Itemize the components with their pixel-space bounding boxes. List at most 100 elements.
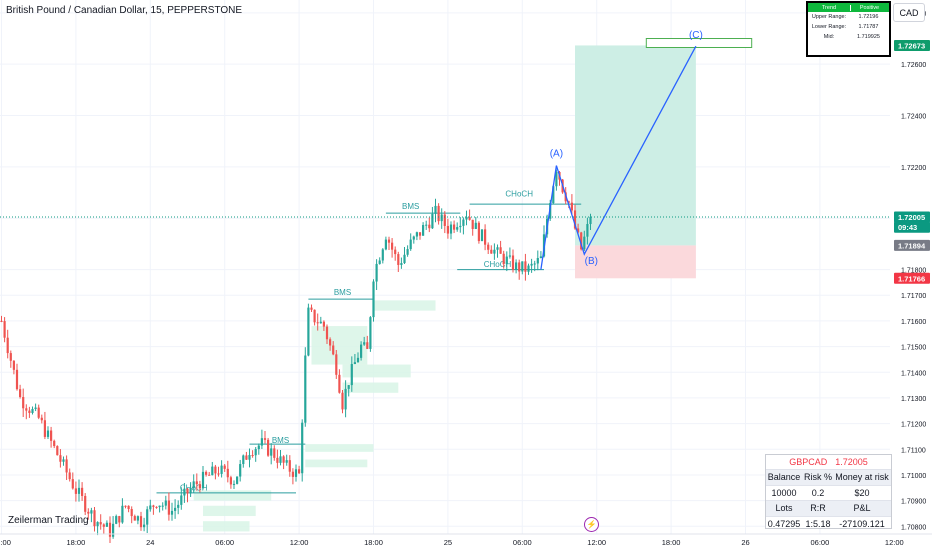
- candle-body: [288, 460, 291, 472]
- trend-row-label: Mid:: [823, 34, 835, 40]
- time-axis[interactable]: 12:00 18:00 24 06:00 12:00 18:00 25 06:00 12:00 1…: [0, 533, 932, 547]
- price-tick-label: 1.72400: [901, 114, 926, 121]
- candle-body: [496, 247, 499, 250]
- candle-body: [174, 507, 177, 511]
- candle-body: [118, 516, 121, 523]
- candle-body: [375, 263, 378, 282]
- time-tick-label: 18:00: [67, 538, 86, 547]
- time-tick-label: 18:00: [364, 538, 383, 547]
- currency-button[interactable]: CAD: [893, 3, 925, 22]
- risk-cell: 0.47295: [767, 518, 801, 529]
- candle-body: [152, 505, 155, 507]
- candle-body: [53, 440, 56, 447]
- candle-body: [99, 522, 102, 525]
- candle-body: [189, 488, 192, 494]
- candle-body: [50, 430, 53, 441]
- candle-body: [133, 516, 136, 521]
- price-tick-label: 1.71600: [901, 319, 926, 326]
- candle-body: [257, 445, 260, 450]
- time-tick-label: 18:00: [662, 538, 681, 547]
- structure-label: BMS: [334, 288, 351, 297]
- candle-body: [344, 388, 347, 410]
- candle-body: [487, 244, 490, 250]
- trend-row-value: 1.72196: [858, 14, 879, 20]
- candle-body: [46, 430, 50, 437]
- candle-body: [329, 339, 332, 346]
- candle-body: [586, 224, 589, 237]
- loss-zone: [575, 245, 696, 279]
- risk-cell: 1:5.18: [805, 518, 831, 529]
- candle-body: [12, 360, 15, 370]
- chart-grid: [0, 0, 895, 534]
- time-tick-label: 12:00: [587, 538, 606, 547]
- candle-body: [577, 228, 580, 233]
- risk-panel-symbol: GBPCAD: [789, 457, 828, 467]
- trend-row-lower: Lower Range: 1.71787: [808, 22, 889, 32]
- trend-header-label: Trend: [808, 4, 851, 11]
- candle-body: [19, 389, 22, 398]
- time-tick-label: 06:00: [215, 538, 234, 547]
- candle-body: [236, 476, 239, 484]
- candle-body: [87, 511, 90, 514]
- price-tag-label: 1.71894: [898, 241, 926, 250]
- candle-body: [508, 255, 511, 257]
- candle-body: [254, 449, 257, 456]
- candle-body: [422, 225, 425, 236]
- risk-panel-row: 10000 0.2 $20: [766, 484, 891, 501]
- candle-body: [384, 239, 387, 250]
- lightning-icon[interactable]: ⚡: [584, 517, 599, 532]
- target-box: [645, 38, 753, 48]
- price-tick-label: 1.71100: [901, 447, 926, 454]
- risk-panel-row: Lots R:R P&L: [766, 500, 891, 516]
- trend-row-label: Upper Range:: [811, 14, 847, 20]
- candle-body: [468, 217, 471, 220]
- candle-body: [149, 505, 152, 510]
- candle-body: [167, 500, 170, 515]
- wave-label: (A): [550, 149, 563, 160]
- candle-body: [301, 422, 304, 474]
- trend-header-value: Positive: [859, 4, 880, 11]
- candle-body: [77, 487, 81, 494]
- candle-body: [437, 205, 440, 222]
- candle-body: [400, 263, 403, 265]
- risk-panel-price: 1.72005: [835, 457, 868, 467]
- candle-body: [251, 455, 254, 457]
- price-axis[interactable]: 1.728001.726001.724001.722001.720001.718…: [890, 0, 932, 550]
- price-tick-label: 1.71200: [901, 422, 926, 429]
- candle-body: [201, 471, 205, 489]
- candle-body: [15, 369, 19, 390]
- candle-body: [409, 239, 412, 250]
- candle-body: [183, 488, 186, 496]
- candle-body: [263, 438, 267, 440]
- candle-body: [93, 510, 96, 527]
- time-tick-label: 26: [741, 538, 749, 547]
- candle-body: [341, 392, 344, 410]
- candle-body: [198, 484, 201, 489]
- candle-body: [378, 260, 381, 264]
- time-tick-label: 24: [146, 538, 154, 547]
- candle-body: [471, 219, 474, 229]
- candle-body: [484, 229, 487, 245]
- candle-body: [226, 468, 229, 478]
- structure-label: BMS: [272, 436, 289, 445]
- candle-body: [381, 249, 384, 261]
- candle-body: [394, 249, 397, 255]
- trend-row-value: 1.71787: [858, 24, 879, 30]
- time-tick-label: 12:00: [0, 538, 11, 547]
- candle-body: [229, 477, 232, 485]
- position-zones: [575, 38, 753, 279]
- wave-label: (C): [689, 30, 703, 41]
- candle-body: [347, 385, 350, 389]
- candle-body: [211, 466, 214, 476]
- candle-body: [555, 171, 558, 187]
- candle-body: [580, 232, 583, 250]
- price-tag-label: 1.71766: [898, 274, 925, 283]
- candle-body: [536, 258, 539, 264]
- candle-body: [6, 337, 9, 354]
- candle-body: [360, 344, 363, 358]
- candle-body: [56, 446, 59, 456]
- candle-body: [583, 236, 586, 250]
- trend-range-table: Trend Positive Upper Range: 1.72196 Lowe…: [806, 1, 891, 57]
- price-tag-label: 1.72673: [898, 41, 925, 50]
